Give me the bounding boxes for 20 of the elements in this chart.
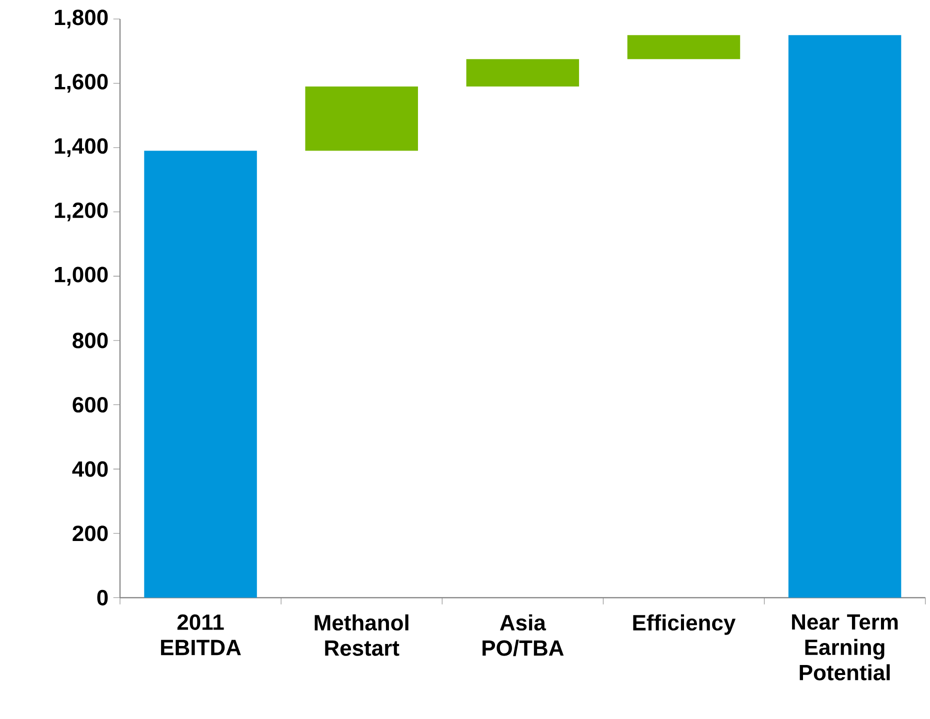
y-tick-label: 200 <box>72 526 108 542</box>
bar <box>144 150 257 598</box>
x-tick-label: Efficiency <box>633 614 736 635</box>
y-tick-label: 1,400 <box>54 138 108 157</box>
y-tick-label: 0 <box>97 590 108 606</box>
y-tick-label: 800 <box>72 332 108 348</box>
x-tick-label: Methanol Restart <box>314 614 408 656</box>
bar <box>788 35 902 598</box>
y-tick-label: 1,200 <box>54 202 108 222</box>
y-tick-label: 600 <box>72 396 108 413</box>
x-tick-label: 2011 EBITDA <box>161 614 241 656</box>
y-tick-label: 1,600 <box>54 74 108 93</box>
y-tick-label: 1,800 <box>54 10 108 28</box>
bar <box>627 35 740 60</box>
bar <box>305 86 418 151</box>
x-tick-label: Near Term Earning Potential <box>792 614 898 680</box>
y-tick-label: 400 <box>72 461 108 477</box>
y-tick-label: 1,000 <box>54 266 108 286</box>
x-tick-label: Asia PO/TBA <box>482 614 564 656</box>
bar <box>466 59 580 87</box>
